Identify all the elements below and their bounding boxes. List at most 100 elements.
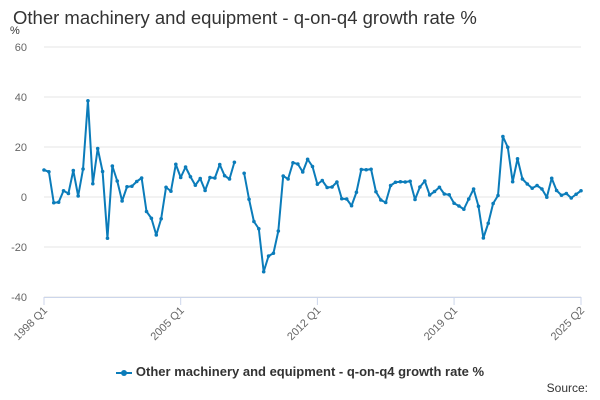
data-point[interactable] xyxy=(227,177,232,181)
data-point[interactable] xyxy=(466,197,471,201)
data-point[interactable] xyxy=(364,167,369,172)
data-point[interactable] xyxy=(442,192,447,196)
data-point[interactable] xyxy=(339,196,344,201)
data-point[interactable] xyxy=(515,156,520,161)
data-point[interactable] xyxy=(252,219,256,224)
data-point[interactable] xyxy=(310,164,315,169)
data-point[interactable] xyxy=(349,203,354,208)
data-point[interactable] xyxy=(549,176,554,181)
data-point[interactable] xyxy=(476,204,481,209)
data-point[interactable] xyxy=(76,194,80,198)
data-point[interactable] xyxy=(452,201,456,206)
data-point[interactable] xyxy=(291,160,295,165)
data-point[interactable] xyxy=(139,176,144,180)
data-point[interactable] xyxy=(242,171,246,176)
data-point[interactable] xyxy=(281,174,286,178)
data-point[interactable] xyxy=(86,98,90,103)
data-point[interactable] xyxy=(149,216,154,221)
data-point[interactable] xyxy=(525,182,530,186)
data-point[interactable] xyxy=(437,185,442,190)
data-point[interactable] xyxy=(335,180,339,184)
data-point[interactable] xyxy=(447,192,451,197)
data-point[interactable] xyxy=(432,189,437,194)
data-point[interactable] xyxy=(569,196,574,200)
data-point[interactable] xyxy=(174,162,178,167)
data-point[interactable] xyxy=(66,191,71,196)
data-point[interactable] xyxy=(144,209,149,214)
data-point[interactable] xyxy=(110,164,115,168)
data-point[interactable] xyxy=(247,197,251,202)
data-point[interactable] xyxy=(232,160,237,165)
data-point[interactable] xyxy=(398,179,403,184)
data-point[interactable] xyxy=(520,177,525,181)
data-point[interactable] xyxy=(540,187,544,191)
data-point[interactable] xyxy=(559,193,564,198)
data-point[interactable] xyxy=(330,185,334,189)
data-point[interactable] xyxy=(344,197,349,201)
data-point[interactable] xyxy=(42,168,46,172)
data-point[interactable] xyxy=(130,184,134,189)
data-point[interactable] xyxy=(56,200,61,205)
data-point[interactable] xyxy=(134,179,139,184)
data-point[interactable] xyxy=(379,198,383,202)
data-point[interactable] xyxy=(188,174,193,179)
data-point[interactable] xyxy=(217,162,222,167)
data-point[interactable] xyxy=(501,134,505,139)
data-point[interactable] xyxy=(315,182,320,187)
data-point[interactable] xyxy=(71,168,76,173)
data-point[interactable] xyxy=(261,269,266,274)
data-point[interactable] xyxy=(554,188,559,193)
data-point[interactable] xyxy=(579,188,583,193)
data-point[interactable] xyxy=(408,179,412,184)
data-point[interactable] xyxy=(457,204,461,208)
data-point[interactable] xyxy=(271,251,276,256)
data-point[interactable] xyxy=(388,183,393,188)
data-point[interactable] xyxy=(510,179,515,184)
data-point[interactable] xyxy=(374,189,378,194)
data-point[interactable] xyxy=(198,176,203,181)
data-point[interactable] xyxy=(505,145,510,150)
data-point[interactable] xyxy=(535,183,539,188)
data-point[interactable] xyxy=(51,200,56,205)
data-point[interactable] xyxy=(481,236,486,240)
source-label[interactable]: Source: xyxy=(546,381,588,395)
data-point[interactable] xyxy=(178,175,183,180)
data-point[interactable] xyxy=(95,146,100,151)
data-point[interactable] xyxy=(305,157,310,162)
data-point[interactable] xyxy=(266,254,271,258)
data-point[interactable] xyxy=(91,181,95,186)
data-point[interactable] xyxy=(496,193,500,198)
data-point[interactable] xyxy=(530,186,534,191)
data-point[interactable] xyxy=(403,180,408,184)
data-point[interactable] xyxy=(418,185,422,189)
data-point[interactable] xyxy=(47,169,51,174)
data-point[interactable] xyxy=(486,221,491,226)
data-point[interactable] xyxy=(462,207,466,212)
data-point[interactable] xyxy=(61,188,66,193)
data-point[interactable] xyxy=(491,201,495,206)
data-point[interactable] xyxy=(320,178,325,183)
data-point[interactable] xyxy=(325,185,329,190)
data-point[interactable] xyxy=(383,200,388,205)
data-point[interactable] xyxy=(164,185,168,190)
data-point[interactable] xyxy=(105,236,110,241)
data-point[interactable] xyxy=(125,184,129,189)
data-point[interactable] xyxy=(213,176,217,180)
data-point[interactable] xyxy=(115,179,120,183)
data-point[interactable] xyxy=(413,197,417,202)
data-point[interactable] xyxy=(354,190,359,195)
data-point[interactable] xyxy=(159,216,163,221)
data-point[interactable] xyxy=(286,177,290,181)
data-point[interactable] xyxy=(183,165,188,169)
data-point[interactable] xyxy=(296,162,300,166)
data-point[interactable] xyxy=(545,195,549,200)
data-point[interactable] xyxy=(193,183,198,188)
data-point[interactable] xyxy=(369,167,373,172)
data-point[interactable] xyxy=(257,226,261,231)
data-point[interactable] xyxy=(81,167,85,171)
data-point[interactable] xyxy=(393,180,398,185)
data-point[interactable] xyxy=(276,229,281,233)
data-point[interactable] xyxy=(169,189,173,194)
data-point[interactable] xyxy=(564,191,569,196)
data-point[interactable] xyxy=(427,193,432,197)
